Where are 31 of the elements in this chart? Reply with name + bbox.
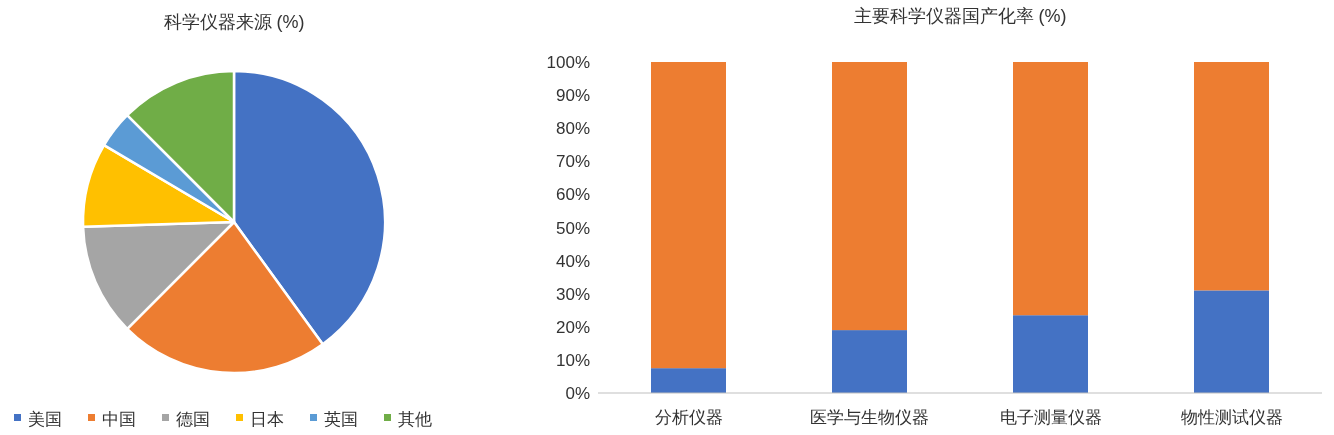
- legend-label: 中国: [102, 410, 136, 429]
- y-tick-label: 30%: [555, 284, 590, 304]
- bar: [1194, 290, 1269, 393]
- y-tick-label: 0%: [565, 384, 590, 403]
- x-tick-label: 医学与生物仪器: [810, 408, 929, 427]
- y-tick-label: 70%: [555, 152, 590, 172]
- bar: [1013, 62, 1088, 316]
- y-tick-label: 100%: [546, 53, 590, 72]
- legend-label: 其他: [398, 410, 432, 429]
- legend-label: 日本: [250, 410, 284, 429]
- bar: [651, 62, 726, 369]
- x-tick-label: 电子测量仪器: [999, 408, 1102, 427]
- y-tick-label: 50%: [555, 218, 590, 238]
- legend-label: 德国: [176, 410, 210, 429]
- bar: [1013, 315, 1088, 393]
- chart-title: 主要科学仪器国产化率 (%): [853, 6, 1067, 26]
- y-tick-label: 90%: [555, 86, 590, 106]
- x-tick-label: 物性测试仪器: [1180, 408, 1283, 427]
- y-tick-label: 10%: [555, 350, 590, 370]
- chart-title: 科学仪器来源 (%): [163, 12, 305, 32]
- bar: [1194, 62, 1269, 291]
- legend-label: 英国: [324, 410, 358, 429]
- y-tick-label: 60%: [555, 185, 590, 205]
- bar: [832, 330, 907, 393]
- y-tick-label: 40%: [555, 251, 590, 271]
- x-tick-label: 分析仪器: [654, 408, 723, 427]
- bar: [832, 62, 907, 331]
- bar: [651, 368, 726, 393]
- y-tick-label: 20%: [555, 317, 590, 337]
- legend-label: 美国: [28, 410, 62, 429]
- y-tick-label: 80%: [555, 119, 590, 139]
